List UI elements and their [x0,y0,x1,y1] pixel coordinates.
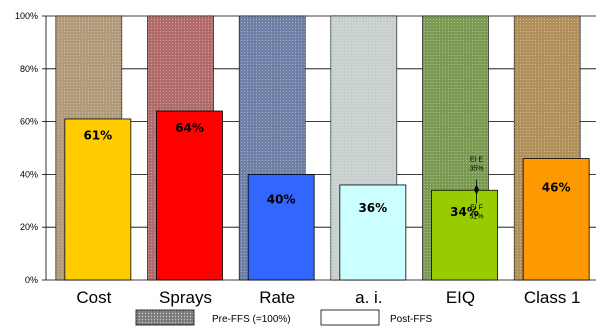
x-axis: Cost Sprays Rate a. i. EIQ Class 1 [76,288,580,307]
legend-swatch-post-ffs [320,309,380,326]
legend: Pre-FFS (=100%) Post-FFS [135,309,433,326]
legend-swatch-pre-ffs [135,309,195,326]
x-category-label: Rate [259,288,295,307]
bar-post-ffs [64,118,132,281]
range-marker-down [474,189,479,195]
y-tick-label: 20% [20,222,38,232]
legend-label-pre-ffs: Pre-FFS (=100%) [212,314,291,325]
x-category-label: Class 1 [524,288,581,307]
annotation-eif: EI F [470,205,483,212]
x-category-label: Sprays [159,288,212,307]
y-tick-label: 40% [20,169,38,179]
y-tick-label: 100% [15,11,38,21]
data-label: 64% [175,121,204,135]
data-label: 40% [267,193,296,207]
data-label: 34% [450,205,479,219]
bar-post-ffs [156,110,223,281]
data-label: 36% [358,201,387,215]
y-tick-label: 0% [25,275,38,285]
y-tick-label: 80% [20,64,38,74]
data-labels: 61% 64% 40% 36% 34% 46% [83,121,570,219]
data-label: 46% [542,180,571,194]
x-category-label: Cost [76,288,111,307]
annotation-eie: 35% [469,166,483,173]
y-tick-label: 60% [20,117,38,127]
bar-post-ffs [339,184,407,281]
y-axis: 0% 20% 40% 60% 80% 100% [15,11,47,285]
annotations: EI E 35% EI F 32% [469,157,483,221]
bar-post-ffs [247,173,315,281]
annotation-eif: 32% [469,214,483,221]
bar-post-ffs [522,158,590,281]
bar-post-ffs [431,189,498,281]
data-label: 61% [83,128,112,142]
x-category-label: a. i. [355,288,382,307]
legend-label-post-ffs: Post-FFS [390,314,433,325]
range-marker-up [474,184,479,190]
x-category-label: EIQ [446,288,475,307]
gridlines [46,15,596,281]
annotation-eie: EI E [470,157,484,164]
bars-group [55,15,590,281]
